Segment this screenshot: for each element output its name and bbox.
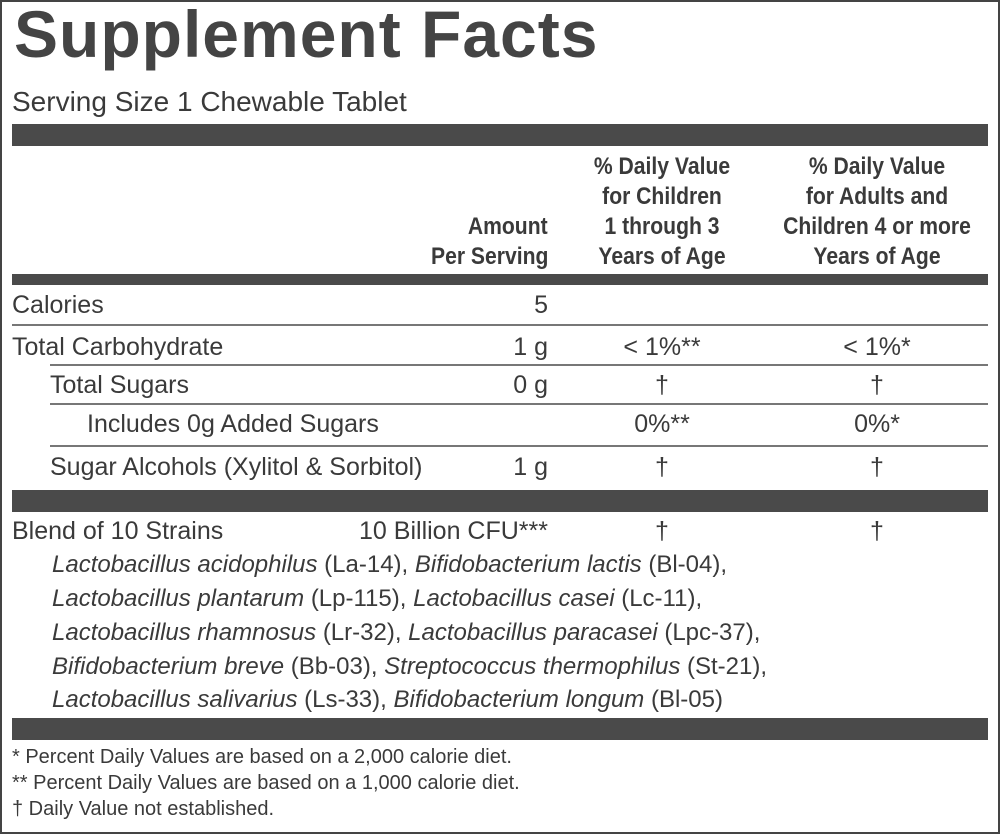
header-dv-children: Years of Age [598,243,726,270]
strain-line: Lactobacillus acidophilus (La-14), Bifid… [52,550,727,580]
nutrient-label: Includes 0g Added Sugars [87,410,379,438]
dv-children: † [655,517,669,545]
nutrient-label: Sugar Alcohols (Xylitol & Sorbitol) [50,453,423,481]
strain-species: Bifidobacterium lactis [414,551,642,578]
header-dv-children: for Children [602,183,722,210]
strain-species: Lactobacillus salivarius [52,686,298,713]
strain-species: Bifidobacterium breve [52,653,285,680]
strain-code: (Lc-11), [621,585,703,612]
strain-species: Lactobacillus rhamnosus [52,619,317,646]
strain-species: Lactobacillus plantarum [52,585,305,612]
footnote: ** Percent Daily Values are based on a 1… [12,772,520,794]
blend-amount: 10 Billion CFU*** [359,517,548,545]
dv-adults: † [870,371,884,399]
blend-label: Blend of 10 Strains [12,517,224,545]
header-dv-adults: Years of Age [813,243,941,270]
dv-adults: < 1%* [843,333,911,361]
header-dv-children: 1 through 3 [604,213,720,240]
footnote: † Daily Value not established. [12,798,275,820]
strain-line: Bifidobacterium breve (Bb-03), Streptoco… [52,652,767,682]
header-amount: Amount [468,213,548,240]
dv-adults: † [870,517,884,545]
strain-line: Lactobacillus rhamnosus (Lr-32), Lactoba… [52,618,760,648]
serving-size: Serving Size 1 Chewable Tablet [12,86,407,117]
nutrient-label: Calories [12,291,104,319]
strain-species: Lactobacillus acidophilus [52,551,318,578]
strain-code: (Bl-04), [648,551,728,578]
dv-children: † [655,371,669,399]
dv-children: † [655,453,669,481]
strain-code: (Lpc-37), [664,619,761,646]
header-dv-adults: % Daily Value [808,153,946,180]
amount: 1 g [513,333,548,361]
amount: 0 g [513,371,548,399]
header-amount: Per Serving [430,243,548,270]
strain-code: (Bl-05) [650,686,723,713]
strain-code: (Lp-115), [310,585,407,612]
dv-children: 0%** [634,410,690,438]
strain-code: (Lr-32), [322,619,402,646]
header-dv-children: % Daily Value [593,153,731,180]
thick-bar [12,490,988,512]
footnote: * Percent Daily Values are based on a 2,… [12,746,512,768]
row-rule [12,324,988,326]
thick-bar [12,124,988,146]
amount: 5 [534,291,548,319]
dv-adults: † [870,453,884,481]
strain-species: Lactobacillus casei [413,585,615,612]
strain-code: (Bb-03), [290,653,378,680]
nutrient-label: Total Sugars [50,371,189,399]
thick-bar [12,718,988,740]
strain-code: (Ls-33), [304,686,387,713]
title: Supplement Facts [14,0,599,71]
amount: 1 g [513,453,548,481]
strain-code: (St-21), [687,653,768,680]
nutrient-label: Total Carbohydrate [12,333,224,361]
dv-children: < 1%** [623,333,701,361]
strain-species: Bifidobacterium longum [393,686,645,713]
strain-species: Lactobacillus paracasei [408,619,658,646]
row-rule [50,364,988,366]
strain-species: Streptococcus thermophilus [384,653,681,680]
header-dv-adults: for Adults and [805,183,949,210]
medium-bar [12,274,988,285]
strain-code: (La-14), [324,551,409,578]
row-rule [50,403,988,405]
dv-adults: 0%* [854,410,900,438]
strain-line: Lactobacillus plantarum (Lp-115), Lactob… [52,584,702,614]
strain-line: Lactobacillus salivarius (Ls-33), Bifido… [52,685,723,715]
row-rule [50,445,988,447]
header-dv-adults: Children 4 or more [783,213,971,240]
